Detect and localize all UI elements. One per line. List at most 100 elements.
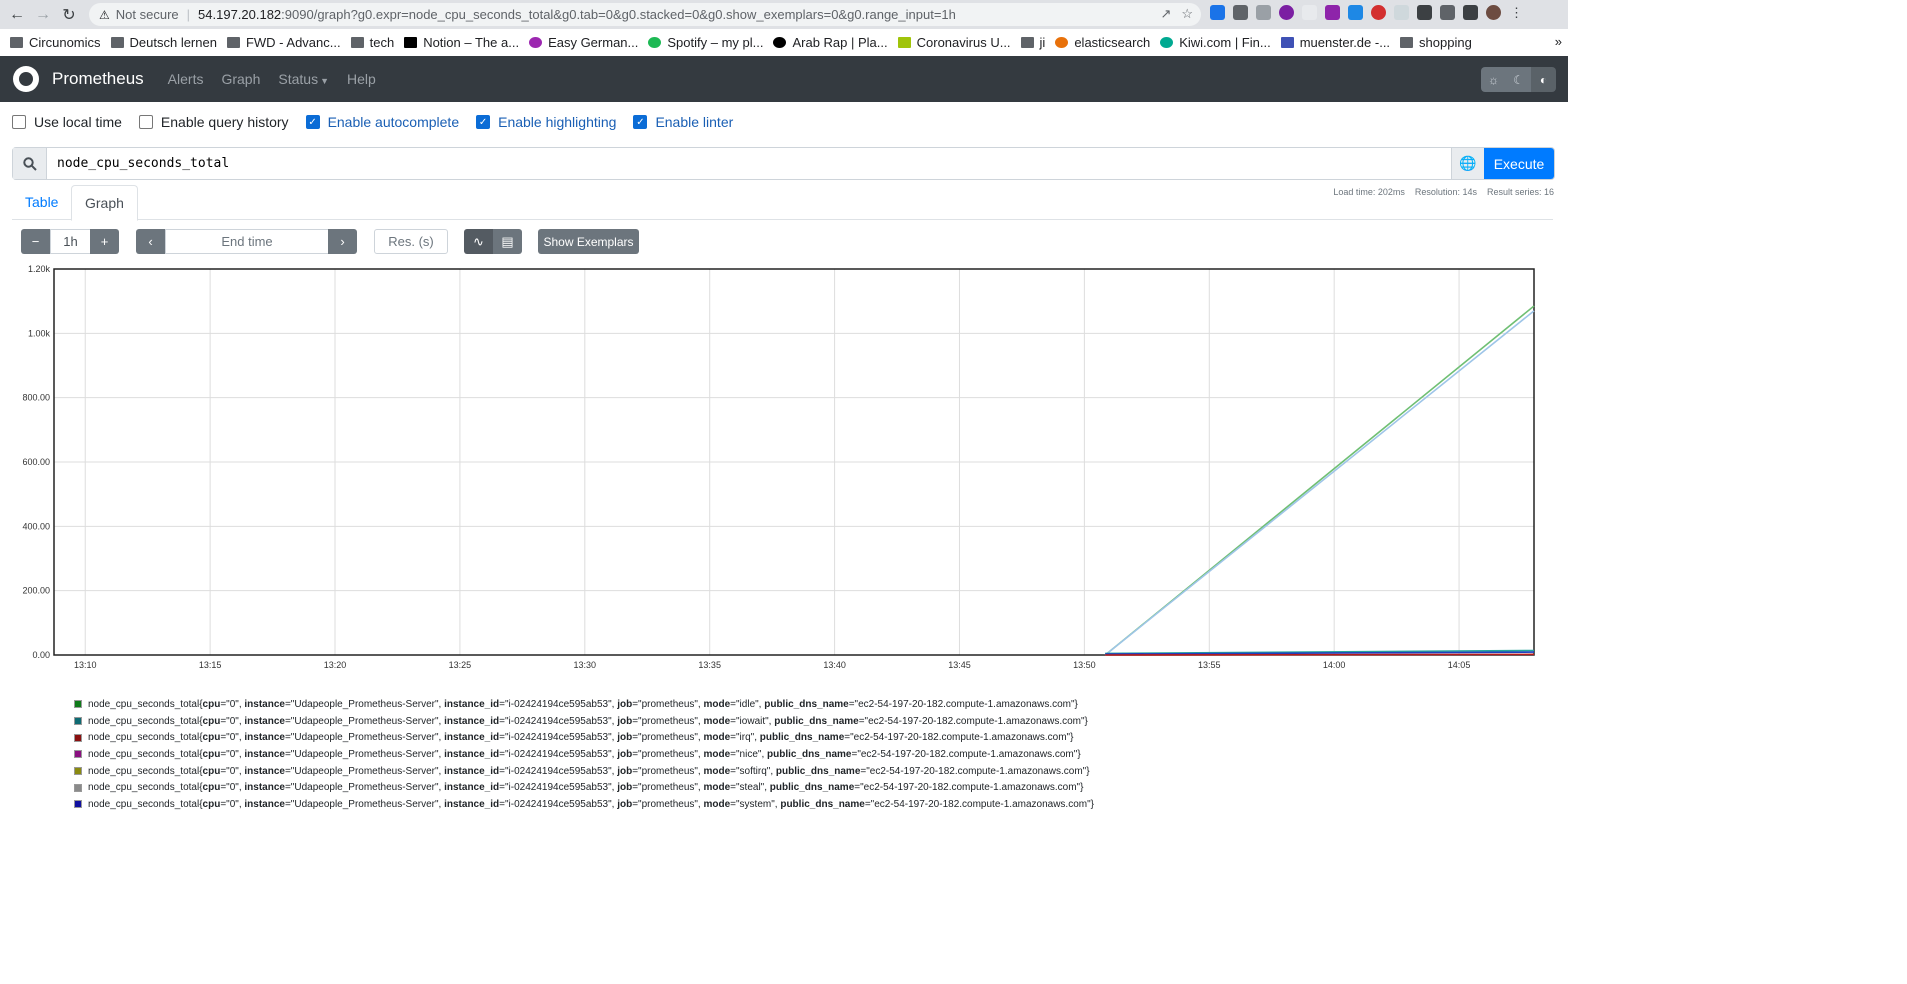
resolution-input[interactable]: Res. (s) <box>374 229 448 254</box>
address-bar[interactable]: ⚠ Not secure | 54.197.20.182:9090/graph?… <box>89 3 1201 26</box>
checkbox[interactable] <box>12 115 26 129</box>
reload-icon[interactable]: ↻ <box>62 7 76 24</box>
option-autocomplete[interactable]: ✓ Enable autocomplete <box>305 114 459 130</box>
notion-icon <box>404 37 418 48</box>
time-series-chart[interactable]: 13:10 13:15 13:20 13:25 13:30 13:35 13:40 13:45… <box>0 258 1568 678</box>
range-input[interactable]: 1h <box>50 229 91 254</box>
puzzle-icon[interactable] <box>1417 5 1432 20</box>
extension-icon[interactable] <box>1210 5 1225 20</box>
bookmark[interactable]: Deutsch lernen <box>110 35 217 50</box>
legend-item[interactable]: node_cpu_seconds_total{cpu="0", instance… <box>74 779 1094 796</box>
bookmark[interactable]: tech <box>350 35 394 50</box>
prometheus-logo-icon[interactable] <box>13 66 39 92</box>
bookmark-label: elasticsearch <box>1074 35 1151 50</box>
legend-swatch <box>74 733 82 742</box>
legend-item[interactable]: node_cpu_seconds_total{cpu="0", instance… <box>74 713 1094 730</box>
bookmark-star-icon[interactable]: ☆ <box>1181 6 1193 21</box>
legend-item[interactable]: node_cpu_seconds_total{cpu="0", instance… <box>74 746 1094 763</box>
legend-item[interactable]: node_cpu_seconds_total{cpu="0", instance… <box>74 763 1094 780</box>
y-tick-label: 600.00 <box>22 457 50 467</box>
checkbox-checked[interactable]: ✓ <box>305 115 320 129</box>
extension-icon[interactable] <box>1325 5 1340 20</box>
x-tick-label: 13:10 <box>74 660 97 670</box>
bookmark[interactable]: muenster.de -... <box>1280 35 1390 50</box>
legend-item[interactable]: node_cpu_seconds_total{cpu="0", instance… <box>74 729 1094 746</box>
bookmark[interactable]: Circunomics <box>10 35 101 50</box>
moon-icon[interactable]: ☾ <box>1506 67 1531 92</box>
checkbox-checked[interactable]: ✓ <box>476 115 491 129</box>
extension-icon[interactable] <box>1256 5 1271 20</box>
bookmark[interactable]: Arab Rap | Pla... <box>773 35 888 50</box>
search-icon <box>13 148 47 179</box>
x-tick-label: 13:30 <box>574 660 597 670</box>
side-panel-icon[interactable] <box>1463 5 1478 20</box>
expression-input[interactable]: node_cpu_seconds_total <box>57 156 230 171</box>
line-chart-icon[interactable]: ∿ <box>464 229 493 254</box>
x-tick-label: 13:45 <box>948 660 971 670</box>
brand[interactable]: Prometheus <box>52 69 144 88</box>
nav-graph[interactable]: Graph <box>221 71 261 87</box>
bookmark[interactable]: Spotify – my pl... <box>648 35 763 50</box>
reading-list-icon[interactable] <box>1440 5 1455 20</box>
share-icon[interactable]: ↗ <box>1160 6 1172 21</box>
tab-table[interactable]: Table <box>25 193 59 210</box>
legend-swatch <box>74 717 82 726</box>
extension-icon[interactable] <box>1279 5 1294 20</box>
legend-swatch <box>74 783 82 792</box>
folder-icon <box>350 37 364 48</box>
option-highlighting[interactable]: ✓ Enable highlighting <box>476 114 616 130</box>
option-query-history[interactable]: Enable query history <box>138 114 289 130</box>
execute-button[interactable]: Execute <box>1484 148 1554 179</box>
bookmark[interactable]: Notion – The a... <box>404 35 519 50</box>
y-tick-label: 800.00 <box>22 393 50 403</box>
decrease-range-button[interactable]: − <box>21 229 50 254</box>
bookmark[interactable]: shopping <box>1400 35 1472 50</box>
chevron-left-icon[interactable]: ‹ <box>136 229 165 254</box>
show-exemplars-button[interactable]: Show Exemplars <box>538 229 639 254</box>
extension-icon[interactable] <box>1371 5 1386 20</box>
y-tick-label: 400.00 <box>22 521 50 531</box>
bookmark[interactable]: ji <box>1020 35 1045 50</box>
menu-icon[interactable]: ⋮ <box>1510 5 1523 20</box>
x-tick-label: 14:00 <box>1323 660 1346 670</box>
coronavirus-icon <box>897 37 911 48</box>
contrast-icon[interactable]: ◐ <box>1531 67 1556 92</box>
bookmark[interactable]: Easy German... <box>529 35 638 50</box>
url-path: :9090/graph?g0.expr=node_cpu_seconds_tot… <box>281 7 956 22</box>
option-label: Enable highlighting <box>498 114 617 130</box>
checkbox-checked[interactable]: ✓ <box>633 115 648 129</box>
checkbox[interactable] <box>138 115 153 129</box>
nav-help[interactable]: Help <box>347 71 376 87</box>
bookmark[interactable]: elasticsearch <box>1055 35 1150 50</box>
increase-range-button[interactable]: + <box>90 229 119 254</box>
y-tick-label: 1.20k <box>28 264 51 274</box>
extension-icon[interactable] <box>1348 5 1363 20</box>
legend-label: node_cpu_seconds_total{cpu="0", instance… <box>88 732 1074 744</box>
metrics-explorer-icon[interactable]: 🌐 <box>1451 148 1484 179</box>
option-use-local-time[interactable]: Use local time <box>12 114 122 130</box>
folder-icon <box>1400 37 1414 48</box>
nav-alerts[interactable]: Alerts <box>167 71 204 87</box>
y-tick-label: 1.00k <box>28 328 51 338</box>
legend-item[interactable]: node_cpu_seconds_total{cpu="0", instance… <box>74 796 1094 813</box>
legend-item[interactable]: node_cpu_seconds_total{cpu="0", instance… <box>74 696 1094 713</box>
nav-status[interactable]: Status ▼ <box>278 71 329 87</box>
forward-icon[interactable]: → <box>35 6 51 23</box>
bookmark[interactable]: FWD - Advanc... <box>226 35 341 50</box>
bookmark[interactable]: Kiwi.com | Fin... <box>1160 35 1271 50</box>
chevron-right-icon[interactable]: › <box>328 229 357 254</box>
profile-avatar-icon[interactable] <box>1486 5 1501 20</box>
back-icon[interactable]: ← <box>9 6 25 23</box>
bookmark[interactable]: Coronavirus U... <box>897 35 1011 50</box>
sun-icon[interactable]: ☼ <box>1481 67 1506 92</box>
extension-icon[interactable] <box>1233 5 1248 20</box>
option-linter[interactable]: ✓ Enable linter <box>633 114 733 130</box>
tab-graph[interactable]: Graph <box>71 185 138 221</box>
extension-icon[interactable] <box>1302 5 1317 20</box>
stacked-chart-icon[interactable]: ▤ <box>493 229 522 254</box>
extension-icon[interactable] <box>1394 5 1409 20</box>
plot-frame <box>53 268 1535 656</box>
url-divider: | <box>186 7 191 22</box>
bookmarks-more-icon[interactable]: » <box>1554 34 1562 49</box>
end-time-input[interactable]: End time <box>165 229 329 254</box>
